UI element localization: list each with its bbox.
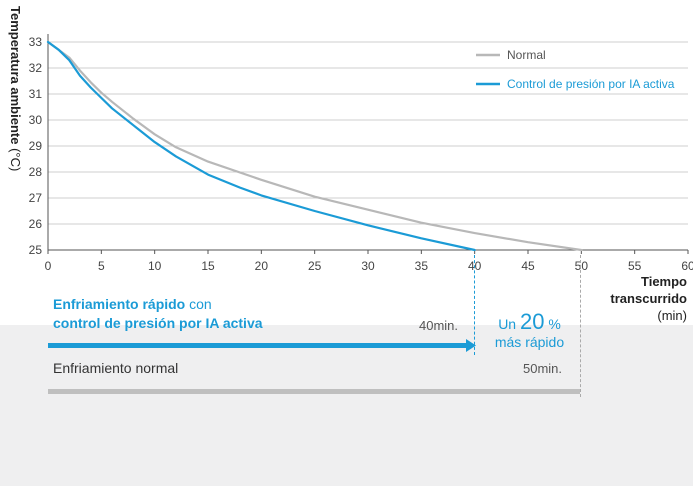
fast-cooling-label-bold-2: control de presión por IA activa — [53, 315, 263, 331]
y-tick-25: 25 — [29, 243, 43, 257]
legend-label-ai: Control de presión por IA activa — [507, 77, 675, 91]
gain-prefix: Un — [498, 316, 517, 332]
x-tick-45: 45 — [521, 259, 535, 273]
x-tick-10: 10 — [148, 259, 162, 273]
y-tick-32: 32 — [29, 61, 43, 75]
y-tick-29: 29 — [29, 139, 43, 153]
x-axis-label-unit: (min) — [657, 308, 687, 323]
fast-cooling-value: 40min. — [419, 318, 459, 333]
normal-cooling-value: 50min. — [523, 361, 563, 376]
fast-cooling-label-bold-1: Enfriamiento rápido — [53, 296, 186, 312]
chart-series-lines — [46, 40, 583, 252]
normal-cooling-label: Enfriamiento normal — [53, 360, 179, 376]
chart-legend: Normal Control de presión por IA activa — [476, 48, 675, 91]
fast-cooling-bar-arrow — [466, 339, 476, 352]
y-tick-30: 30 — [29, 113, 43, 127]
chart-axes — [47, 34, 689, 254]
gain-value: 20 — [519, 309, 545, 334]
legend-label-normal: Normal — [507, 48, 546, 62]
marker-40-min-line — [474, 255, 475, 355]
x-tick-50: 50 — [575, 259, 589, 273]
y-tick-27: 27 — [29, 191, 43, 205]
x-tick-55: 55 — [628, 259, 642, 273]
fast-cooling-bar — [48, 343, 468, 348]
normal-cooling-bar — [48, 389, 580, 394]
y-axis-label-unit: (°C) — [8, 148, 23, 171]
marker-50-min-line — [580, 255, 581, 397]
series-line-ai — [46, 40, 476, 252]
y-axis-label: Temperatura ambiente (°C) — [8, 6, 23, 171]
gain-unit: % — [548, 316, 561, 332]
x-axis-label-line1: Tiempo — [641, 274, 687, 289]
x-tick-25: 25 — [308, 259, 322, 273]
x-tick-15: 15 — [201, 259, 215, 273]
y-tick-28: 28 — [29, 165, 43, 179]
x-axis-label: Tiempo transcurrido (min) — [610, 273, 687, 324]
x-axis-label-line2: transcurrido — [610, 291, 687, 306]
x-tick-30: 30 — [361, 259, 375, 273]
x-tick-60: 60 — [681, 259, 693, 273]
series-line-normal — [46, 40, 583, 252]
y-axis-label-text: Temperatura ambiente — [8, 6, 23, 144]
x-tick-20: 20 — [255, 259, 269, 273]
comparison-panel — [0, 325, 693, 486]
x-tick-labels: 0 5 10 15 20 25 30 35 40 45 50 55 60 — [45, 259, 693, 273]
y-tick-labels: 25 26 27 28 29 30 31 32 33 — [29, 35, 43, 257]
x-tick-35: 35 — [415, 259, 429, 273]
gain-suffix: más rápido — [494, 334, 565, 350]
gain-callout: Un 20 % más rápido — [487, 311, 572, 351]
x-tick-0: 0 — [45, 259, 52, 273]
fast-cooling-label: Enfriamiento rápido con control de presi… — [53, 295, 263, 333]
x-tick-5: 5 — [98, 259, 105, 273]
y-tick-26: 26 — [29, 217, 43, 231]
fast-cooling-label-plain: con — [189, 296, 212, 312]
y-tick-33: 33 — [29, 35, 43, 49]
y-tick-31: 31 — [29, 87, 43, 101]
chart-gridlines — [48, 41, 688, 225]
